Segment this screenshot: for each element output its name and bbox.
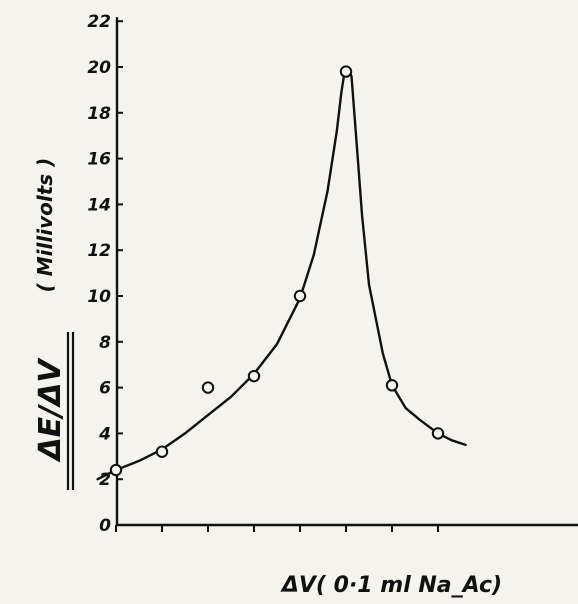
data-points-layer — [109, 65, 445, 477]
y-tick-label: 22 — [87, 12, 111, 32]
data-point — [155, 445, 169, 458]
y-tick-label: 10 — [87, 287, 111, 307]
y-tick-label: 16 — [87, 150, 111, 170]
y-tick-label: 12 — [87, 241, 111, 261]
axes — [115, 17, 578, 532]
labels-layer: 0 2 4 6 8 10 12 14 16 18 20 22 ΔV( 0·1 ml Na_Ac) ΔE/Δ… — [33, 12, 502, 598]
data-point — [385, 379, 399, 392]
y-tick-label: 2 — [99, 470, 111, 490]
data-point — [201, 381, 215, 394]
y-axis-title-unit: ( Millivolts ) — [33, 158, 57, 293]
data-point — [431, 427, 445, 440]
data-point — [339, 65, 353, 78]
y-tick-label: 18 — [87, 104, 111, 124]
y-axis-title-main: ΔE/ΔV — [33, 357, 68, 463]
data-point — [109, 463, 123, 477]
y-tick-label: 4 — [98, 424, 111, 444]
y-tick-label: 8 — [99, 333, 111, 353]
y-tick-label: 6 — [99, 379, 111, 399]
x-axis-title: ΔV( 0·1 ml Na_Ac) — [280, 573, 502, 598]
data-point — [293, 289, 307, 303]
fitted-curve-layer — [96, 68, 467, 481]
fitted-curve — [96, 68, 467, 481]
y-tick-label: 20 — [87, 58, 111, 78]
y-axis-title-group: ΔE/ΔV ( Millivolts ) — [33, 158, 75, 490]
y-tick-label: 14 — [87, 195, 111, 215]
data-point — [247, 369, 261, 383]
y-tick-label: 0 — [99, 516, 111, 536]
